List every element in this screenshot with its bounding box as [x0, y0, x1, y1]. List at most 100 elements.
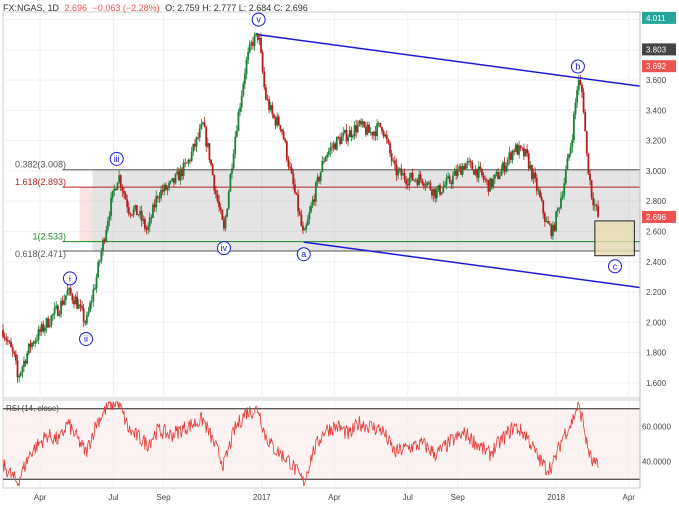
candle-body: [572, 114, 575, 140]
candle-body: [381, 127, 383, 132]
candle-body: [485, 179, 488, 181]
x-tick-label: Jul: [108, 493, 118, 502]
candle-body: [94, 288, 96, 290]
candle-body: [113, 188, 116, 191]
candle-body: [432, 188, 435, 196]
candle-body: [447, 176, 449, 179]
candle-body: [521, 147, 524, 149]
y-tick-label: 2.000: [646, 318, 667, 327]
candle-body: [300, 214, 303, 226]
candle-body: [439, 185, 441, 195]
candle-body: [593, 204, 596, 206]
candle-body: [582, 92, 585, 113]
x-tick-label: Apr: [622, 493, 635, 502]
candle-body: [427, 182, 430, 184]
price-change: −0.063 (−2.28%): [92, 3, 160, 13]
candle-body: [276, 116, 279, 126]
candle-body: [368, 124, 370, 133]
candle-body: [289, 166, 291, 168]
candle-body: [34, 340, 37, 344]
candle-body: [166, 186, 169, 190]
candle-body: [387, 139, 390, 144]
wave-label: i: [69, 273, 71, 283]
candle-body: [77, 304, 80, 309]
candle-body: [460, 166, 462, 175]
price-pane: [2, 11, 641, 399]
candle-body: [566, 158, 569, 170]
candle-body: [19, 372, 22, 376]
target-box: [594, 220, 635, 257]
candle-body: [519, 145, 522, 148]
candle-body: [177, 171, 180, 181]
candle-body: [26, 353, 29, 364]
candle-body: [305, 225, 308, 230]
candle-body: [50, 315, 53, 326]
price-label-badge: [642, 210, 676, 223]
price-label: 3.803: [646, 45, 667, 54]
candle-body: [393, 160, 396, 165]
candle-body: [487, 179, 490, 192]
candle-body: [472, 169, 475, 175]
candle-body: [31, 342, 33, 348]
candle-body: [253, 35, 256, 46]
candle-body: [539, 190, 541, 197]
symbol-label[interactable]: FX:NGAS, 1D: [3, 3, 60, 13]
wave-label-circle: [62, 271, 77, 286]
candle-body: [118, 175, 121, 183]
wave-label-circle: [570, 59, 585, 74]
candle-body: [255, 33, 258, 36]
candle-body: [574, 102, 577, 115]
candle-body: [489, 178, 491, 192]
candle-body: [269, 105, 272, 110]
candle-body: [205, 126, 208, 147]
candle-body: [452, 175, 454, 185]
candle-body: [277, 116, 280, 126]
candle-body: [350, 130, 353, 137]
candle-body: [137, 214, 140, 216]
candle-body: [150, 217, 153, 219]
chart-header: FX:NGAS, 1D 2.696 −0.063 (−2.28%) O: 2.7…: [3, 3, 311, 13]
candle-body: [440, 192, 443, 195]
candle-body: [234, 136, 237, 154]
candle-body: [376, 123, 379, 137]
candle-body: [81, 305, 83, 309]
candle-body: [264, 87, 267, 100]
candle-body: [235, 131, 238, 137]
candle-body: [74, 296, 77, 305]
candle-body: [482, 175, 485, 180]
candle-body: [168, 182, 171, 187]
candle-body: [192, 143, 195, 152]
candle-body: [310, 205, 312, 213]
candle-body: [144, 219, 146, 229]
wave-label: c: [613, 261, 618, 271]
candle-body: [206, 143, 209, 147]
candle-body: [15, 353, 17, 361]
candle-body: [369, 132, 372, 133]
candle-body: [164, 184, 167, 190]
candle-body: [281, 129, 283, 132]
candle-body: [145, 228, 148, 230]
candle-body: [32, 342, 35, 344]
candle-body: [398, 168, 401, 170]
fib-level-label: 1.618(2.893): [15, 177, 66, 187]
candle-body: [361, 121, 364, 125]
candle-body: [410, 172, 412, 178]
candle-body: [87, 311, 90, 315]
candle-body: [250, 42, 253, 45]
candle-body: [540, 196, 543, 201]
candle-body: [395, 164, 398, 176]
candle-body: [529, 165, 532, 169]
candle-body: [21, 366, 24, 373]
candle-body: [429, 182, 432, 190]
candle-body: [550, 224, 553, 237]
candle-body: [548, 223, 551, 225]
candle-body: [194, 143, 196, 147]
candle-body: [142, 219, 145, 221]
candle-body: [131, 214, 133, 216]
candle-body: [240, 95, 243, 108]
candle-body: [121, 186, 124, 191]
candle-body: [47, 318, 50, 328]
wave-label-circle: [79, 331, 94, 346]
candle-body: [10, 341, 12, 348]
